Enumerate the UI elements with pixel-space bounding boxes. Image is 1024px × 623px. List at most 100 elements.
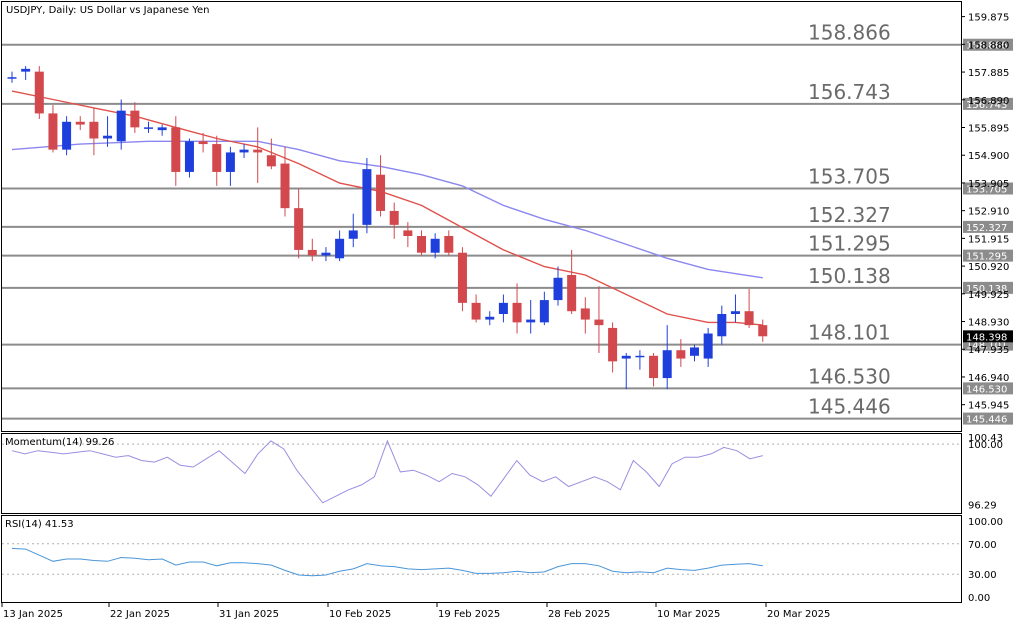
level-label: 150.138: [808, 264, 891, 288]
candle-body: [430, 238, 440, 253]
level-tag: [963, 412, 1013, 425]
level-label: 145.446: [808, 395, 891, 419]
price-axis: 159.875 158.880 157.885 156.890 155.895 154.9…: [961, 13, 1013, 412]
level-tag: [963, 382, 1013, 395]
level-tag-text: 145.446: [966, 415, 1007, 426]
candle-body: [376, 174, 386, 211]
price-tick-label: 148.930: [968, 318, 1009, 329]
candle-body: [48, 113, 58, 150]
rsi-tick-label: 0.00: [968, 593, 990, 604]
candle-body: [608, 327, 618, 362]
price-tick-label: 153.905: [968, 179, 1009, 190]
level-tag-text: 151.295: [966, 252, 1007, 263]
candle-body: [157, 127, 167, 131]
candle-body: [89, 121, 99, 139]
candle-body: [730, 311, 740, 314]
price-tick-label: 159.875: [968, 13, 1009, 24]
time-tick-label: 10 Mar 2025: [657, 609, 720, 620]
time-tick-label: 10 Feb 2025: [329, 609, 391, 620]
candle-body: [539, 300, 549, 323]
current-price-tag: [963, 330, 1013, 343]
rsi-indicator: 100.00 70.00 30.00 0.00: [2, 517, 1003, 604]
candle-body: [21, 68, 31, 72]
candle-body: [512, 302, 522, 323]
candle-body: [294, 208, 304, 250]
time-axis: 13 Jan 2025 22 Jan 2025 31 Jan 2025 10 Feb …: [1, 603, 830, 620]
candle-body: [662, 350, 672, 379]
candle-body: [676, 350, 686, 359]
momentum-line: [11, 439, 763, 504]
candle-body: [717, 314, 727, 337]
ma-slow-line: [11, 140, 763, 279]
level-tag: [963, 182, 1013, 195]
time-tick-label: 28 Feb 2025: [548, 609, 610, 620]
level-label: 151.295: [808, 232, 891, 256]
price-tick-label: 156.890: [968, 96, 1009, 107]
level-tag-text: 153.705: [966, 185, 1007, 196]
price-tick-label: 146.940: [968, 373, 1009, 384]
candle-body: [485, 316, 495, 320]
price-tick-label: 157.885: [968, 68, 1009, 79]
time-tick-label: 20 Mar 2025: [767, 609, 830, 620]
moving-averages: [11, 90, 763, 326]
time-tick-label: 22 Jan 2025: [110, 609, 170, 620]
candle-body: [348, 230, 358, 239]
price-tick-label: 145.945: [968, 401, 1009, 412]
candle-body: [649, 355, 659, 379]
candle-body: [116, 110, 126, 142]
time-tick-label: 19 Feb 2025: [438, 609, 500, 620]
candle-body: [266, 155, 276, 167]
candle-body: [580, 308, 590, 320]
level-label: 156.743: [808, 80, 891, 104]
candle-body: [362, 169, 372, 225]
momentum-tick-label: 100.43: [968, 433, 1003, 444]
candle-body: [34, 71, 44, 114]
candlesticks: [7, 66, 768, 390]
current-price-text: 148.398: [966, 332, 1007, 343]
price-tick-label: 154.900: [968, 151, 1009, 162]
price-tick-label: 149.925: [968, 290, 1009, 301]
candle-body: [594, 319, 604, 326]
price-tick-label: 151.915: [968, 234, 1009, 245]
price-tick-label: 150.920: [968, 262, 1009, 273]
momentum-tick-label: 100.00: [968, 440, 1003, 451]
candle-body: [457, 252, 467, 303]
level-tag: [963, 97, 1013, 110]
ma-fast-line: [11, 90, 763, 326]
candle-body: [321, 252, 331, 256]
candle-body: [75, 121, 85, 125]
level-tag: [963, 281, 1013, 294]
candle-body: [403, 230, 413, 236]
candle-body: [444, 236, 454, 253]
candle-body: [703, 333, 713, 359]
momentum-panel-frame: [1, 433, 962, 514]
candle-body: [526, 319, 536, 323]
candle-body: [239, 149, 249, 153]
level-label: 153.705: [808, 165, 891, 189]
candle-body: [225, 152, 235, 172]
candle-body: [144, 127, 153, 129]
level-label: 152.327: [808, 203, 891, 227]
candle-body: [635, 355, 645, 358]
rsi-tick-label: 100.00: [968, 517, 1003, 528]
candle-body: [307, 249, 317, 256]
chart-title: USDJPY, Daily: US Dollar vs Japanese Yen: [6, 5, 210, 16]
level-tag-text: 156.743: [966, 100, 1007, 111]
candle-body: [7, 77, 17, 79]
price-tick-label: 147.935: [968, 345, 1009, 356]
level-tag-text: 150.138: [966, 284, 1007, 295]
level-tag-text: 146.530: [966, 384, 1007, 395]
candle-body: [690, 347, 699, 356]
candle-body: [553, 277, 563, 301]
candle-body: [130, 110, 140, 128]
candle-body: [567, 275, 577, 312]
level-tag-text: 152.327: [966, 223, 1007, 234]
candle-body: [280, 163, 290, 209]
momentum-tick-label: 96.29: [968, 501, 997, 512]
price-tick-label: 152.910: [968, 207, 1009, 218]
time-tick-label: 31 Jan 2025: [219, 609, 279, 620]
main-panel-frame: [1, 1, 962, 432]
candle-body: [212, 144, 222, 172]
